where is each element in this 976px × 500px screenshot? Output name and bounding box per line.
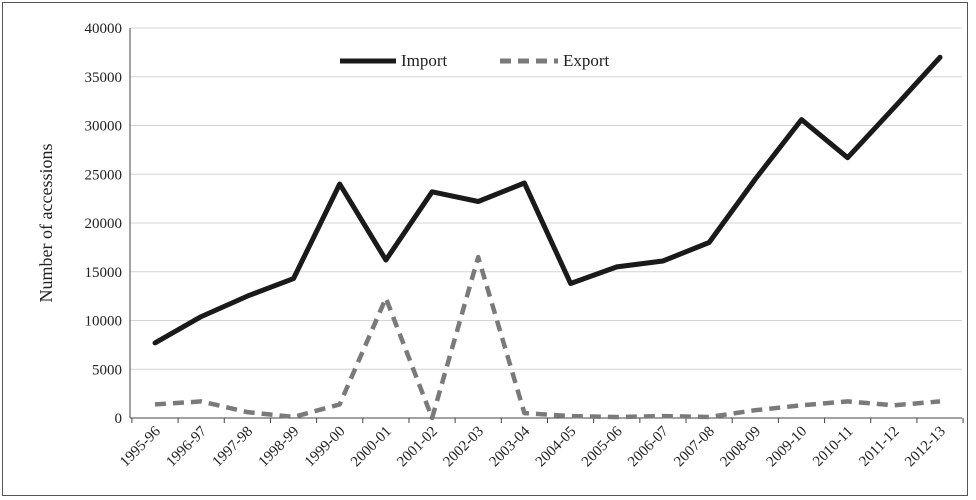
series-lines [152,54,943,421]
x-tick-label: 2011-12 [856,424,902,470]
x-tick-label: 2003-04 [487,423,534,470]
x-tick-label: 2010-11 [810,424,856,470]
x-tick-label: 1997-98 [210,424,257,471]
x-tick-label: 2009-10 [764,424,811,471]
x-tick-label: 2005-06 [579,423,626,470]
y-tick-label: 25000 [85,167,123,183]
gridlines [130,27,962,370]
x-tick-label: 2004-05 [533,424,580,471]
x-tick-label: 2001-02 [394,424,441,471]
x-tick-label: 2000-01 [348,424,395,471]
y-tick-label: 5000 [92,362,122,378]
x-tick-label: 2008-09 [717,424,764,471]
y-tick-label: 40000 [85,21,123,37]
y-tick-label: 15000 [85,265,123,281]
y-tick-labels: 0 5000 10000 15000 20000 25000 30000 35000 40000 [85,21,123,427]
x-tick-label: 1995-96 [117,423,164,470]
x-tick-label: 1999-00 [302,424,349,471]
y-tick-label: 35000 [85,70,123,86]
x-tick-label: 2012-13 [902,424,949,471]
legend-label-export: Export [563,51,610,70]
axes [129,28,964,423]
x-tick-label: 2002-03 [440,424,487,471]
y-tick-label: 30000 [85,119,123,135]
series-line-export [154,254,941,421]
y-tick-label: 0 [115,411,123,427]
legend-label-import: Import [401,51,448,70]
series-line-import [152,54,943,346]
x-tick-label: 2007-08 [671,424,718,471]
y-axis-label: Number of accessions [36,144,56,303]
y-tick-label: 10000 [85,314,123,330]
legend: Import Export [340,51,610,70]
x-tick-label: 2006-07 [625,423,672,470]
x-tick-label: 1998-99 [256,424,303,471]
x-tick-label: 1996-97 [163,423,210,470]
y-tick-label: 20000 [85,216,123,232]
chart-frame [2,2,968,496]
x-tick-labels: 1995-96 1996-97 1997-98 1998-99 1999-00 2000-… [117,423,949,470]
